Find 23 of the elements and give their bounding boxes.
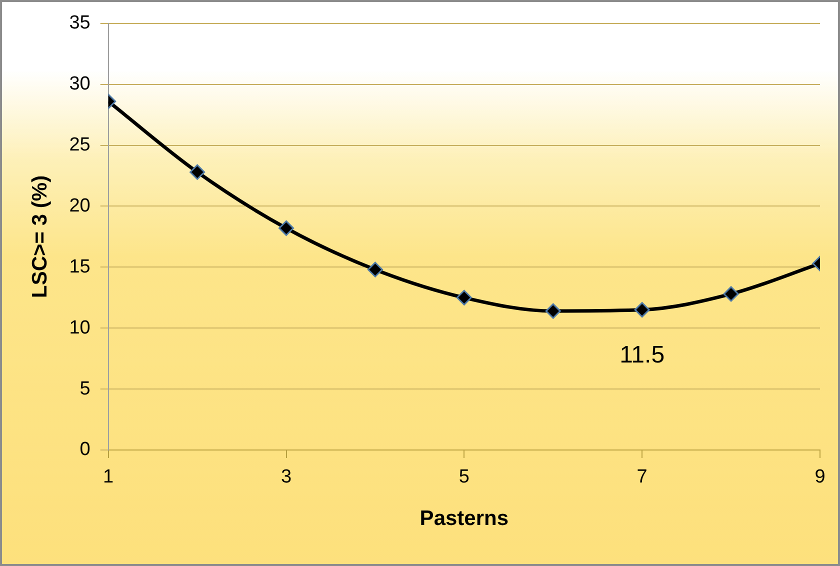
y-tick-label: 20 bbox=[69, 195, 90, 216]
point bbox=[723, 286, 739, 302]
y-tick-label: 35 bbox=[69, 12, 90, 34]
point bbox=[545, 303, 561, 319]
point bbox=[456, 290, 472, 306]
x-axis-title: Pasterns bbox=[420, 507, 509, 530]
y-tick-label: 5 bbox=[80, 378, 90, 400]
y-tick-label: 30 bbox=[69, 74, 90, 95]
annotation: 11.5 bbox=[620, 341, 665, 368]
y-axis-title: LSC>= 3 (%) bbox=[28, 175, 52, 298]
point bbox=[367, 262, 383, 278]
x-tick-label: 1 bbox=[103, 466, 114, 488]
x-tick-label: 9 bbox=[814, 466, 826, 488]
x-tick-label: 7 bbox=[636, 466, 648, 488]
x-tick-label: 3 bbox=[280, 466, 292, 488]
y-tick-label: 15 bbox=[69, 256, 90, 278]
point bbox=[634, 302, 650, 318]
point bbox=[190, 164, 206, 180]
point bbox=[278, 220, 294, 236]
y-tick-label: 10 bbox=[69, 317, 90, 338]
y-tick-label: 25 bbox=[69, 134, 90, 156]
y-tick-label: 0 bbox=[80, 439, 90, 460]
x-tick-label: 5 bbox=[458, 466, 470, 488]
